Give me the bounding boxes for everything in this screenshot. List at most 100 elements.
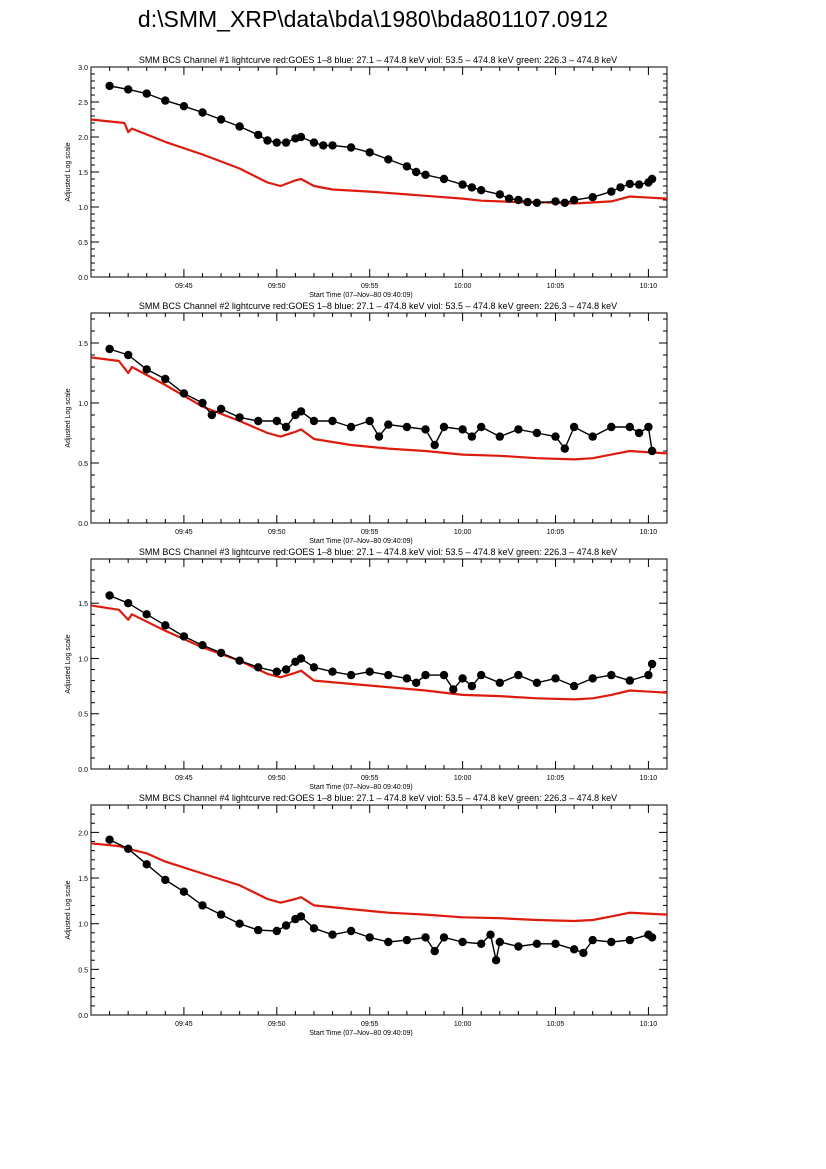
data-point [402, 162, 412, 171]
data-point [272, 416, 281, 426]
data-point [458, 937, 467, 947]
y-tick-label: 1.5 [78, 341, 88, 348]
data-point [272, 667, 281, 676]
data-point [281, 138, 291, 147]
data-point [281, 422, 291, 432]
data-point [560, 444, 569, 453]
data-point [532, 678, 542, 687]
y-tick-label: 1.5 [78, 170, 88, 177]
data-point [607, 670, 616, 680]
x-tick-label: 09:50 [268, 1021, 286, 1028]
x-tick-label: 10:05 [547, 775, 565, 782]
data-point [328, 930, 337, 939]
data-point [625, 179, 634, 189]
chart-title: SMM BCS Channel #2 lightcurve red:GOES 1… [139, 301, 617, 311]
data-point [486, 930, 495, 939]
data-point [161, 374, 170, 384]
data-point [346, 670, 356, 680]
data-point [198, 641, 207, 650]
page-title: d:\SMM_XRP\data\bda\1980\bda801107.0912 [137, 6, 609, 32]
data-point [477, 939, 486, 948]
x-axis-label: Start Time (07–Nov–80 09:40:09) [309, 784, 413, 791]
x-tick-label: 10:00 [454, 529, 472, 536]
data-point [647, 174, 657, 184]
bcs-series [105, 835, 657, 965]
x-tick-label: 10:10 [640, 283, 658, 290]
y-tick-label: 0.5 [78, 712, 88, 719]
data-point [198, 398, 207, 408]
data-point [124, 599, 133, 608]
data-point [467, 183, 477, 192]
data-point [198, 108, 207, 117]
data-point [421, 170, 430, 179]
data-point [421, 425, 430, 434]
data-point [644, 670, 653, 680]
y-axis-label: Adjusted Log scale [65, 388, 72, 447]
data-point [296, 654, 306, 663]
data-point [346, 926, 356, 936]
y-axis-label: Adjusted Log scale [65, 634, 72, 693]
x-tick-label: 09:50 [268, 283, 286, 290]
x-tick-label: 09:55 [361, 1021, 379, 1028]
goes-series [90, 356, 668, 461]
data-point [179, 102, 189, 111]
data-point [439, 670, 449, 680]
plot-frame [90, 558, 668, 770]
data-point [161, 621, 170, 630]
bcs-line [109, 839, 653, 961]
data-point [647, 659, 657, 669]
data-point [402, 935, 412, 945]
data-point [309, 138, 319, 147]
x-tick-label: 09:50 [268, 775, 286, 782]
data-point [504, 194, 514, 203]
data-point [495, 432, 504, 441]
plot-frame [90, 312, 668, 524]
data-point [365, 667, 374, 676]
data-point [207, 410, 216, 420]
data-point [281, 921, 291, 930]
y-axis-label: Adjusted Log scale [65, 142, 72, 201]
data-point [263, 136, 272, 145]
data-point [588, 432, 597, 441]
data-point [412, 678, 421, 687]
y-tick-label: 2.0 [78, 830, 88, 837]
data-point [179, 887, 189, 896]
data-point [235, 122, 244, 131]
data-point [124, 85, 133, 94]
data-point [142, 365, 151, 374]
data-point [647, 446, 657, 456]
goes-line [90, 842, 668, 923]
data-point [309, 416, 319, 426]
data-point [449, 685, 458, 694]
data-point [105, 591, 114, 600]
data-point [430, 946, 439, 956]
y-tick-label: 1.0 [78, 401, 88, 408]
x-tick-label: 09:55 [361, 775, 379, 782]
y-tick-label: 0.5 [78, 967, 88, 974]
goes-series [90, 842, 668, 923]
data-point [365, 933, 374, 942]
data-point [625, 676, 634, 685]
y-tick-label: 1.5 [78, 601, 88, 608]
data-point [607, 937, 616, 947]
data-point [272, 138, 281, 147]
data-point [647, 933, 657, 942]
data-point [551, 939, 560, 948]
data-point [588, 193, 597, 202]
chart-panel-2: SMM BCS Channel #2 lightcurve red:GOES 1… [65, 301, 668, 545]
data-point [579, 948, 588, 958]
data-point [216, 910, 226, 919]
data-point [402, 674, 412, 683]
data-point [439, 174, 449, 184]
y-tick-label: 3.0 [78, 65, 88, 72]
data-point [402, 422, 412, 432]
data-point [384, 155, 393, 164]
data-point [216, 648, 226, 658]
x-tick-label: 10:10 [640, 775, 658, 782]
data-point [296, 912, 306, 921]
data-point [477, 670, 486, 680]
y-tick-label: 1.0 [78, 922, 88, 929]
data-point [142, 610, 151, 619]
goes-series [90, 604, 668, 701]
